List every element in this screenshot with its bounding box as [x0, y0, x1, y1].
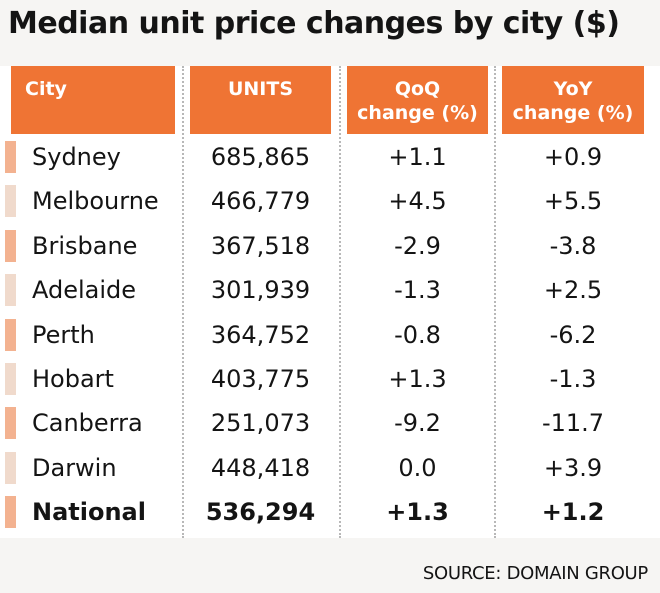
source-note: SOURCE: DOMAIN GROUP [422, 563, 648, 584]
row-marker [5, 318, 16, 351]
yoy-cell: -1.3 [549, 365, 597, 393]
header-units: UNITS [190, 66, 331, 134]
city-cell: Darwin [32, 453, 117, 482]
header-city: City [11, 66, 175, 134]
yoy-cell: +1.2 [541, 498, 605, 527]
row-marker [5, 141, 16, 173]
units-cell: 301,939 [210, 276, 311, 305]
city-cell: Brisbane [32, 231, 138, 260]
yoy-cell: -6.2 [549, 320, 597, 349]
yoy-cell: -11.7 [541, 409, 605, 438]
units-cell: 685,865 [210, 143, 311, 171]
table-row: Melbourne 466,779 +4.5 +5.5 [0, 179, 660, 223]
units-cell: 364,752 [210, 320, 311, 349]
units-cell: 536,294 [205, 498, 316, 527]
table-row: Perth 364,752 -0.8 -6.2 [0, 313, 660, 357]
units-cell: 466,779 [210, 187, 311, 216]
column-divider [182, 66, 184, 538]
table-row: Hobart 403,775 +1.3 -1.3 [0, 357, 660, 401]
row-marker [5, 451, 16, 484]
header-yoy: YoY change (%) [502, 66, 644, 134]
city-cell: Sydney [32, 143, 121, 171]
qoq-cell: -0.8 [394, 320, 441, 349]
yoy-cell: +3.9 [543, 453, 603, 482]
column-divider [494, 66, 496, 538]
chart-title: Median unit price changes by city ($) [8, 6, 620, 41]
table-row: Sydney 685,865 +1.1 +0.9 [0, 135, 660, 179]
city-cell: Hobart [32, 365, 114, 393]
city-cell: Adelaide [32, 276, 137, 305]
header-qoq-line-1: QoQ [394, 78, 441, 100]
qoq-cell: +1.3 [386, 498, 449, 527]
header-yoy-line-2: change (%) [512, 102, 634, 124]
qoq-cell: -2.9 [394, 231, 441, 260]
header-qoq-line-2: change (%) [357, 102, 478, 124]
row-marker [5, 496, 16, 529]
row-marker [5, 229, 16, 262]
qoq-cell: -1.3 [394, 276, 441, 305]
city-cell: Canberra [32, 409, 143, 438]
city-cell: National [32, 498, 146, 527]
qoq-cell: +4.5 [388, 187, 447, 216]
units-cell: 367,518 [210, 231, 311, 260]
table-row: Adelaide 301,939 -1.3 +2.5 [0, 268, 660, 312]
yoy-cell: +2.5 [543, 276, 603, 305]
qoq-cell: -9.2 [394, 409, 441, 438]
yoy-cell: +5.5 [543, 187, 603, 216]
data-table: City UNITS QoQ change (%) YoY change (%)… [0, 66, 660, 538]
table-row-national: National 536,294 +1.3 +1.2 [0, 490, 660, 534]
row-marker [5, 274, 16, 307]
yoy-cell: -3.8 [549, 231, 597, 260]
yoy-cell: +0.9 [543, 143, 603, 171]
city-cell: Perth [32, 320, 95, 349]
table-row: Darwin 448,418 0.0 +3.9 [0, 446, 660, 490]
header-units-line-1: UNITS [227, 78, 294, 100]
qoq-cell: 0.0 [398, 453, 437, 482]
qoq-cell: +1.3 [388, 365, 447, 393]
city-cell: Melbourne [32, 187, 159, 216]
header-city-line-1: City [25, 78, 67, 100]
units-cell: 448,418 [210, 453, 311, 482]
row-marker [5, 185, 16, 218]
row-marker [5, 363, 16, 395]
column-divider [339, 66, 341, 538]
row-marker [5, 407, 16, 440]
qoq-cell: +1.1 [388, 143, 447, 171]
table-row: Canberra 251,073 -9.2 -11.7 [0, 401, 660, 445]
table-row: Brisbane 367,518 -2.9 -3.8 [0, 224, 660, 268]
header-yoy-line-1: YoY [553, 78, 593, 100]
units-cell: 403,775 [210, 365, 311, 393]
units-cell: 251,073 [210, 409, 311, 438]
header-qoq: QoQ change (%) [347, 66, 488, 134]
